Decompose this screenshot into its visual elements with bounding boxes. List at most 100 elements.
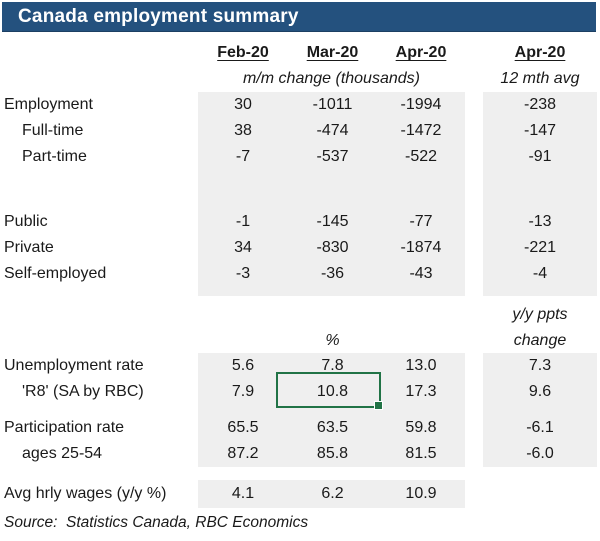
cell[interactable]: -1011: [288, 92, 377, 118]
cell[interactable]: -147: [483, 118, 597, 144]
active-cell-selection-border[interactable]: [276, 372, 383, 410]
blank-cell: [0, 328, 198, 353]
cell[interactable]: -537: [288, 144, 377, 170]
cell[interactable]: 17.3: [377, 379, 465, 405]
blank-cell: [377, 170, 465, 196]
row-label: Public: [4, 213, 48, 230]
table-row-public: Public -1 -145 -77 -13: [0, 209, 600, 235]
column-gutter: [465, 196, 483, 209]
cell[interactable]: -13: [483, 209, 597, 235]
cell[interactable]: -77: [377, 209, 465, 235]
blank-cell: [0, 170, 198, 196]
cell[interactable]: 7.3: [483, 353, 597, 379]
row-label: Part-time: [22, 148, 87, 165]
column-header-label: Feb-20: [217, 44, 269, 61]
cell[interactable]: 34: [198, 235, 288, 261]
column-gutter: [465, 40, 483, 66]
table-row-participation-rate: Participation rate 65.5 63.5 59.8 -6.1: [0, 415, 600, 441]
fill-handle[interactable]: [374, 401, 383, 410]
cell[interactable]: -221: [483, 235, 597, 261]
blank-cell: [198, 328, 288, 353]
cell[interactable]: 5.6: [198, 353, 288, 379]
row-label: 'R8' (SA by RBC): [22, 383, 144, 400]
cell[interactable]: -1472: [377, 118, 465, 144]
cell[interactable]: 81.5: [377, 441, 465, 467]
blank-cell: [483, 170, 597, 196]
column-gutter: [465, 287, 483, 296]
cell[interactable]: -145: [288, 209, 377, 235]
row-label: Participation rate: [4, 419, 125, 436]
cell[interactable]: -3: [198, 261, 288, 287]
column-gutter: [465, 441, 483, 467]
cell[interactable]: 6.2: [288, 480, 377, 508]
table-row-ages-25-54: ages 25-54 87.2 85.8 81.5 -6.0: [0, 441, 600, 467]
cell[interactable]: -36: [288, 261, 377, 287]
column-gutter: [465, 144, 483, 170]
column-gutter: [465, 302, 483, 328]
cell[interactable]: -6.1: [483, 415, 597, 441]
cell[interactable]: -238: [483, 92, 597, 118]
yy-ppts-label: y/y ppts: [512, 306, 568, 323]
cell[interactable]: -6.0: [483, 441, 597, 467]
cell[interactable]: 59.8: [377, 415, 465, 441]
column-gutter: [465, 170, 483, 196]
cell[interactable]: 38: [198, 118, 288, 144]
blank-cell: [377, 287, 465, 296]
column-header-label: Apr-20: [514, 44, 566, 61]
column-header-row: Feb-20 Mar-20 Apr-20 Apr-20: [0, 40, 600, 66]
column-gutter: [465, 480, 483, 508]
pct-header-row: % change: [0, 328, 600, 353]
cell[interactable]: 13.0: [377, 353, 465, 379]
active-cell[interactable]: 10.8: [288, 379, 377, 405]
cell[interactable]: -830: [288, 235, 377, 261]
cell[interactable]: 4.1: [198, 480, 288, 508]
column-header-apr20: Apr-20: [377, 40, 465, 66]
column-gutter: [465, 405, 483, 415]
blank-cell: [377, 328, 465, 353]
cell[interactable]: -1: [198, 209, 288, 235]
blank-cell: [377, 405, 465, 415]
cell[interactable]: -1994: [377, 92, 465, 118]
cell[interactable]: 30: [198, 92, 288, 118]
blank-row: [0, 405, 600, 415]
mm-change-subtitle: m/m change (thousands): [243, 70, 420, 87]
cell[interactable]: 7.8: [288, 353, 377, 379]
units-spacer: [0, 66, 198, 92]
table-row-unemployment-rate: Unemployment rate 5.6 7.8 13.0 7.3: [0, 353, 600, 379]
cell[interactable]: 10.9: [377, 480, 465, 508]
employment-table: Feb-20 Mar-20 Apr-20 Apr-20 m/m change (…: [0, 40, 600, 508]
blank-cell: [198, 287, 288, 296]
cell[interactable]: -474: [288, 118, 377, 144]
cell[interactable]: 87.2: [198, 441, 288, 467]
cell[interactable]: -4: [483, 261, 597, 287]
column-gutter: [465, 379, 483, 405]
blank-cell: [198, 405, 288, 415]
blank-cell: [0, 405, 198, 415]
row-label: ages 25-54: [22, 445, 103, 462]
column-gutter: [465, 415, 483, 441]
cell[interactable]: [483, 480, 597, 508]
blank-cell: [0, 302, 198, 328]
column-gutter: [465, 261, 483, 287]
column-gutter: [465, 353, 483, 379]
cell[interactable]: 63.5: [288, 415, 377, 441]
cell[interactable]: 9.6: [483, 379, 597, 405]
cell[interactable]: -91: [483, 144, 597, 170]
cell[interactable]: 7.9: [198, 379, 288, 405]
table-row-employment: Employment 30 -1011 -1994 -238: [0, 92, 600, 118]
blank-cell: [288, 196, 377, 209]
table-row-r8: 'R8' (SA by RBC) 7.9 10.8 17.3 9.6: [0, 379, 600, 405]
row-label: Private: [4, 239, 54, 256]
cell[interactable]: -522: [377, 144, 465, 170]
column-gutter: [465, 235, 483, 261]
cell[interactable]: -7: [198, 144, 288, 170]
blank-cell: [483, 405, 597, 415]
cell[interactable]: 65.5: [198, 415, 288, 441]
row-label: Employment: [4, 96, 93, 113]
cell[interactable]: -43: [377, 261, 465, 287]
table-row-full-time: Full-time 38 -474 -1472 -147: [0, 118, 600, 144]
cell[interactable]: -1874: [377, 235, 465, 261]
blank-row: [0, 196, 600, 209]
avg-subtitle: 12 mth avg: [500, 70, 580, 87]
cell[interactable]: 85.8: [288, 441, 377, 467]
